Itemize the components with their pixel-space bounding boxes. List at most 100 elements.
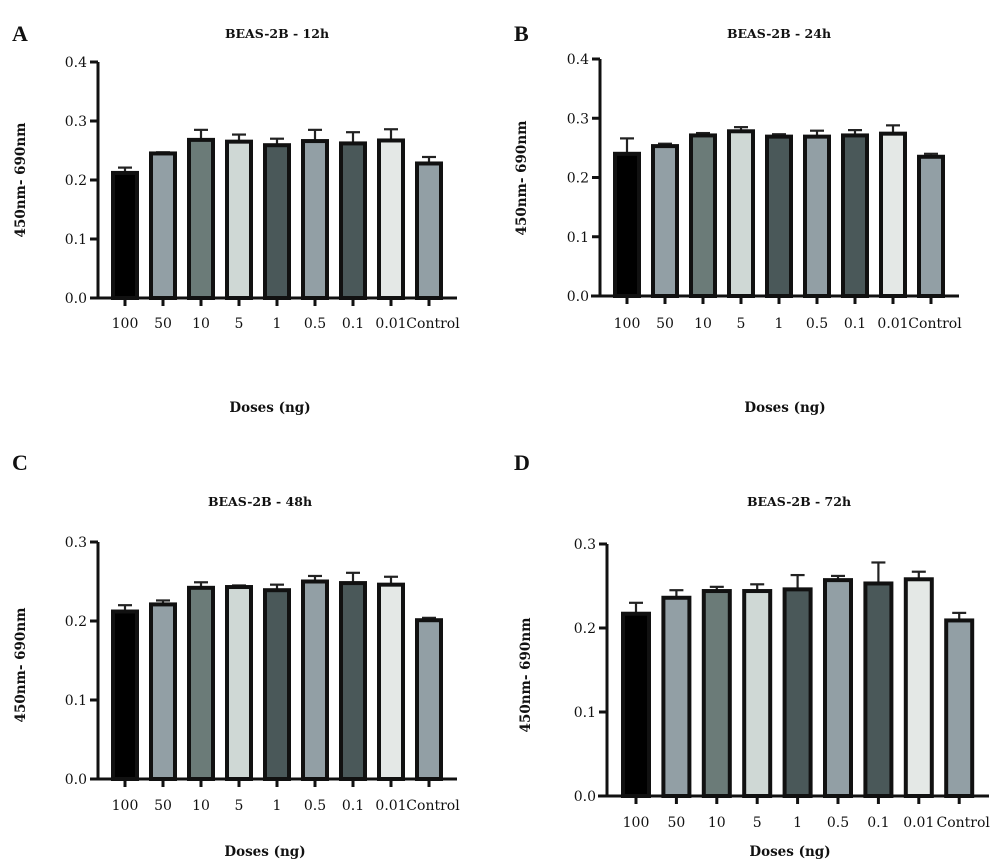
chart-title: BEAS-2B - 72h [747,494,851,509]
chart-title: BEAS-2B - 12h [225,26,329,41]
bar-50 [661,595,692,799]
x-tick-label: 0.5 [827,815,849,831]
bar-0.1 [339,581,367,782]
bar-0.1 [841,133,869,298]
x-tick-label: 100 [112,798,139,814]
x-tick-label: 10 [708,815,726,831]
y-tick-label: 0.4 [65,55,87,71]
x-tick-label: Control [406,798,460,814]
bar-10 [187,585,215,781]
y-tick-label: 0.1 [65,232,87,248]
y-tick-label: 0.1 [65,693,87,709]
bar-0.01 [903,577,934,799]
bar-Control [944,618,975,798]
panel-label: D [514,450,530,475]
bar-10 [701,589,732,798]
bar-0.01 [377,138,405,300]
x-axis-label: Doses (ng) [744,400,825,416]
chart-panel-c: C BEAS-2B - 48h 450nm- 690nm Doses (ng) … [12,450,460,860]
y-tick-label: 0.0 [567,289,589,305]
x-tick-label: 5 [235,316,244,332]
bar-50 [149,602,177,781]
x-tick-label: 0.01 [877,316,908,332]
x-tick-label: 50 [667,815,685,831]
x-tick-label: 50 [154,316,172,332]
bar-100 [613,151,641,298]
bar-Control [917,154,945,298]
x-tick-label: 100 [614,316,641,332]
y-tick-label: 0.3 [65,535,87,551]
chart-title: BEAS-2B - 48h [208,494,312,509]
y-tick-label: 0.2 [574,621,596,637]
bar-10 [689,133,717,298]
x-tick-label: 50 [154,798,172,814]
bar-0.01 [879,131,907,298]
x-tick-label: Control [406,316,460,332]
bar-0.1 [339,141,367,300]
x-tick-label: 0.5 [806,316,828,332]
chart-panel-a: A BEAS-2B - 12h 450nm- 690nm Doses (ng) … [12,21,460,416]
x-tick-label: 1 [793,815,802,831]
x-tick-label: 0.1 [867,815,889,831]
x-tick-label: 0.1 [844,316,866,332]
chart-panel-d: D BEAS-2B - 72h 450nm- 690nm Doses (ng) … [514,450,990,860]
x-tick-label: 0.01 [903,815,934,831]
bar-5 [225,139,253,300]
x-tick-label: 1 [775,316,784,332]
y-tick-label: 0.2 [65,173,87,189]
y-tick-label: 0.0 [65,291,87,307]
bar-0.5 [823,578,853,798]
x-tick-label: 0.1 [342,798,364,814]
y-tick-label: 0.1 [567,230,589,246]
x-tick-label: 10 [192,798,210,814]
bar-0.5 [803,134,831,298]
x-tick-label: 100 [623,815,650,831]
plot-area: 0.0 0.1 0.2 0.3 0.4 100 50 10 5 1 0.5 0.1 0.01 Contro… [65,55,460,332]
x-tick-label: 1 [273,316,282,332]
x-tick-label: 100 [112,316,139,332]
y-tick-label: 0.1 [574,705,596,721]
bar-50 [149,151,177,300]
bar-Control [415,161,443,300]
bar-0.1 [863,581,894,798]
x-axis-label: Doses (ng) [749,844,830,860]
bar-100 [111,170,139,300]
y-tick-label: 0.3 [65,114,87,130]
x-tick-label: 50 [656,316,674,332]
x-tick-label: 0.1 [342,316,364,332]
x-tick-label: 5 [737,316,746,332]
bar-5 [225,585,253,782]
x-tick-label: 5 [753,815,762,831]
plot-area: 0.0 0.1 0.2 0.3 100 50 10 5 1 0.5 0.1 0.01 Control [574,537,991,831]
y-axis-label: 450nm- 690nm [518,618,534,733]
bar-1 [765,134,793,298]
bar-5 [727,129,755,298]
plot-area: 0.0 0.1 0.2 0.3 0.4 100 50 10 5 1 0.5 0.1 0.01 Contro… [567,52,962,332]
bar-0.5 [301,579,329,781]
x-tick-label: 0.5 [304,798,326,814]
bar-1 [263,143,291,300]
x-tick-label: 10 [694,316,712,332]
y-tick-label: 0.3 [574,537,596,553]
bar-5 [742,589,773,798]
y-tick-label: 0.3 [567,111,589,127]
panel-label: B [514,21,529,46]
x-tick-label: 0.01 [375,316,406,332]
x-tick-label: 0.5 [304,316,326,332]
chart-panel-b: B BEAS-2B - 24h 450nm- 690nm Doses (ng) … [514,21,962,416]
bar-1 [782,587,813,798]
x-tick-label: Control [908,316,962,332]
chart-title: BEAS-2B - 24h [727,26,831,41]
bar-1 [263,588,291,781]
bar-100 [111,609,139,782]
y-axis-label: 450nm- 690nm [13,608,29,723]
x-tick-label: 10 [192,316,210,332]
plot-area: 0.0 0.1 0.2 0.3 100 50 10 5 1 0.5 0.1 0.01 Control [65,535,460,814]
bar-10 [187,137,215,300]
y-tick-label: 0.0 [65,772,87,788]
x-tick-label: Control [937,815,991,831]
bar-0.5 [301,139,329,300]
bar-Control [415,618,443,782]
y-tick-label: 0.2 [567,171,589,187]
